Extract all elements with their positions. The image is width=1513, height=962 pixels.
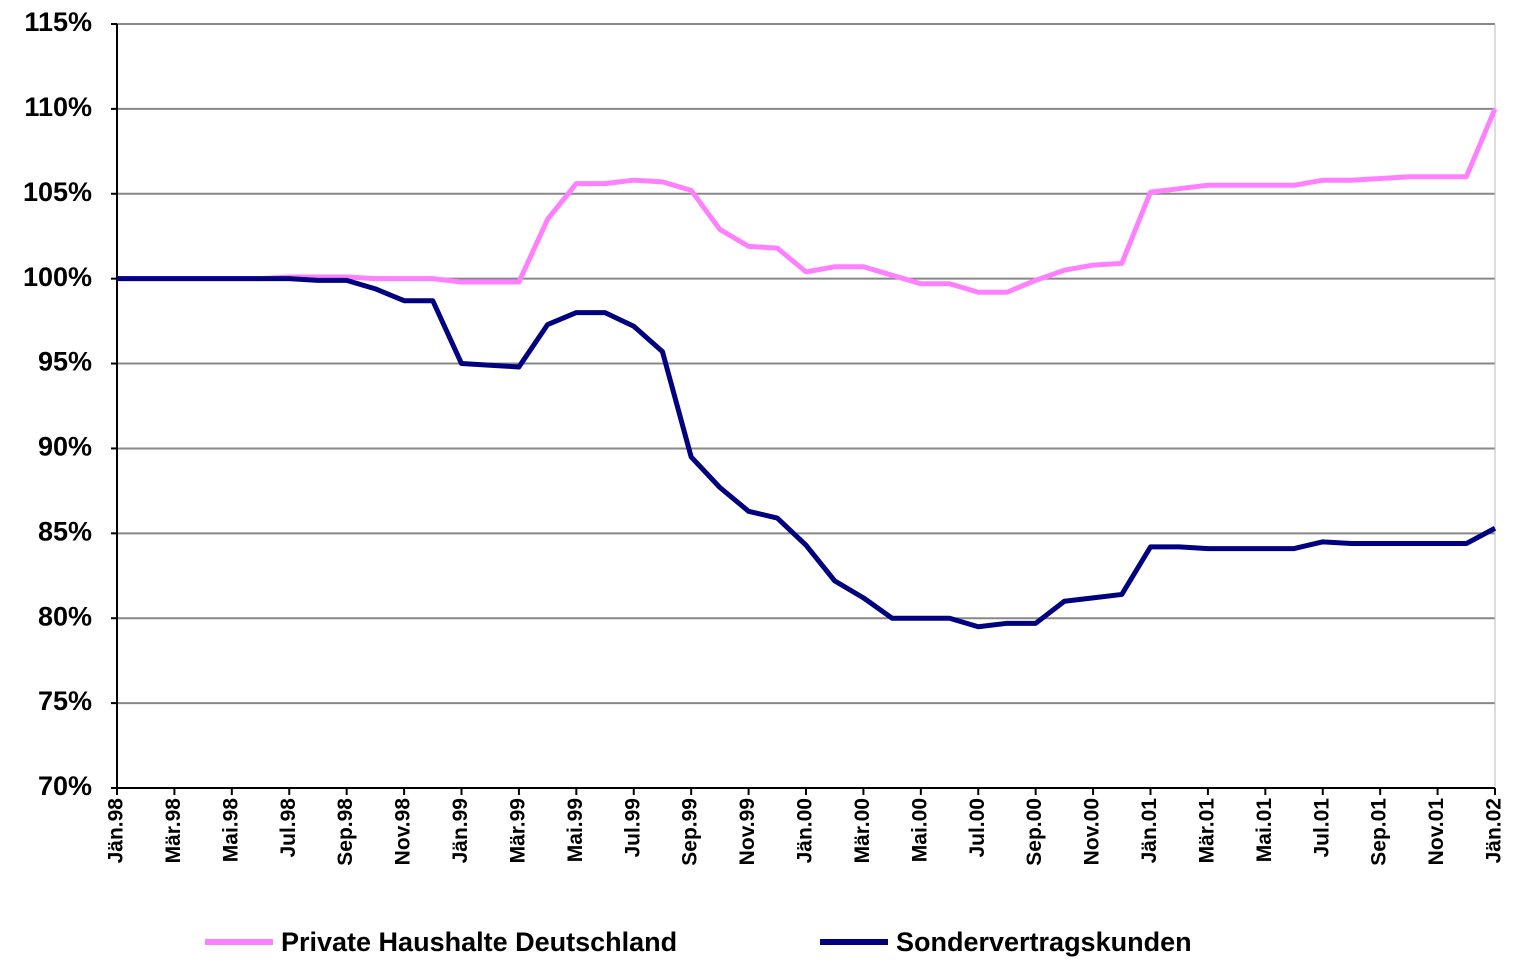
x-tick-label: Jul.00 — [966, 798, 989, 858]
x-tick-label: Jul.98 — [277, 798, 300, 858]
x-tick-label: Sep.99 — [679, 798, 702, 866]
y-tick-label: 95% — [38, 347, 92, 377]
x-tick-label: Sep.01 — [1368, 798, 1391, 866]
y-tick-label: 90% — [38, 432, 92, 462]
x-tick-label: Jän.01 — [1138, 798, 1161, 864]
x-tick-label: Mär.98 — [162, 798, 185, 864]
x-tick-label: Jän.99 — [449, 798, 472, 863]
x-tick-label: Nov.98 — [392, 798, 415, 866]
y-tick-label: 115% — [24, 7, 92, 37]
x-tick-label: Sep.00 — [1023, 798, 1046, 866]
x-tick-label: Mär.01 — [1195, 798, 1218, 864]
x-tick-label: Jän.02 — [1483, 798, 1506, 863]
y-tick-label: 105% — [23, 177, 92, 207]
y-tick-label: 70% — [38, 771, 92, 801]
x-tick-label: Jul.01 — [1310, 798, 1333, 858]
x-tick-label: Jän.00 — [794, 798, 817, 863]
y-tick-label: 85% — [38, 516, 92, 546]
x-tick-label: Jän.98 — [105, 798, 128, 864]
x-tick-label: Mär.00 — [851, 798, 874, 863]
legend-label: Private Haushalte Deutschland — [281, 927, 677, 957]
x-tick-label: Jul.99 — [621, 798, 644, 858]
x-tick-label: Mai.99 — [564, 798, 587, 862]
y-tick-label: 80% — [38, 601, 92, 631]
x-tick-label: Nov.00 — [1081, 798, 1104, 865]
series-line — [117, 107, 1498, 295]
y-tick-label: 100% — [23, 262, 92, 292]
y-tick-label: 110% — [24, 92, 92, 122]
x-tick-label: Nov.01 — [1425, 798, 1448, 866]
legend-label: Sondervertragskunden — [896, 927, 1192, 957]
x-tick-label: Mai.98 — [219, 798, 242, 863]
y-tick-label: 75% — [38, 686, 92, 716]
x-tick-label: Mai.01 — [1253, 798, 1276, 863]
x-tick-label: Mai.00 — [908, 798, 931, 862]
series-line — [117, 276, 1497, 630]
x-tick-label: Nov.99 — [736, 798, 759, 865]
x-tick-label: Sep.98 — [334, 798, 357, 866]
x-tick-label: Mär.99 — [506, 798, 529, 863]
